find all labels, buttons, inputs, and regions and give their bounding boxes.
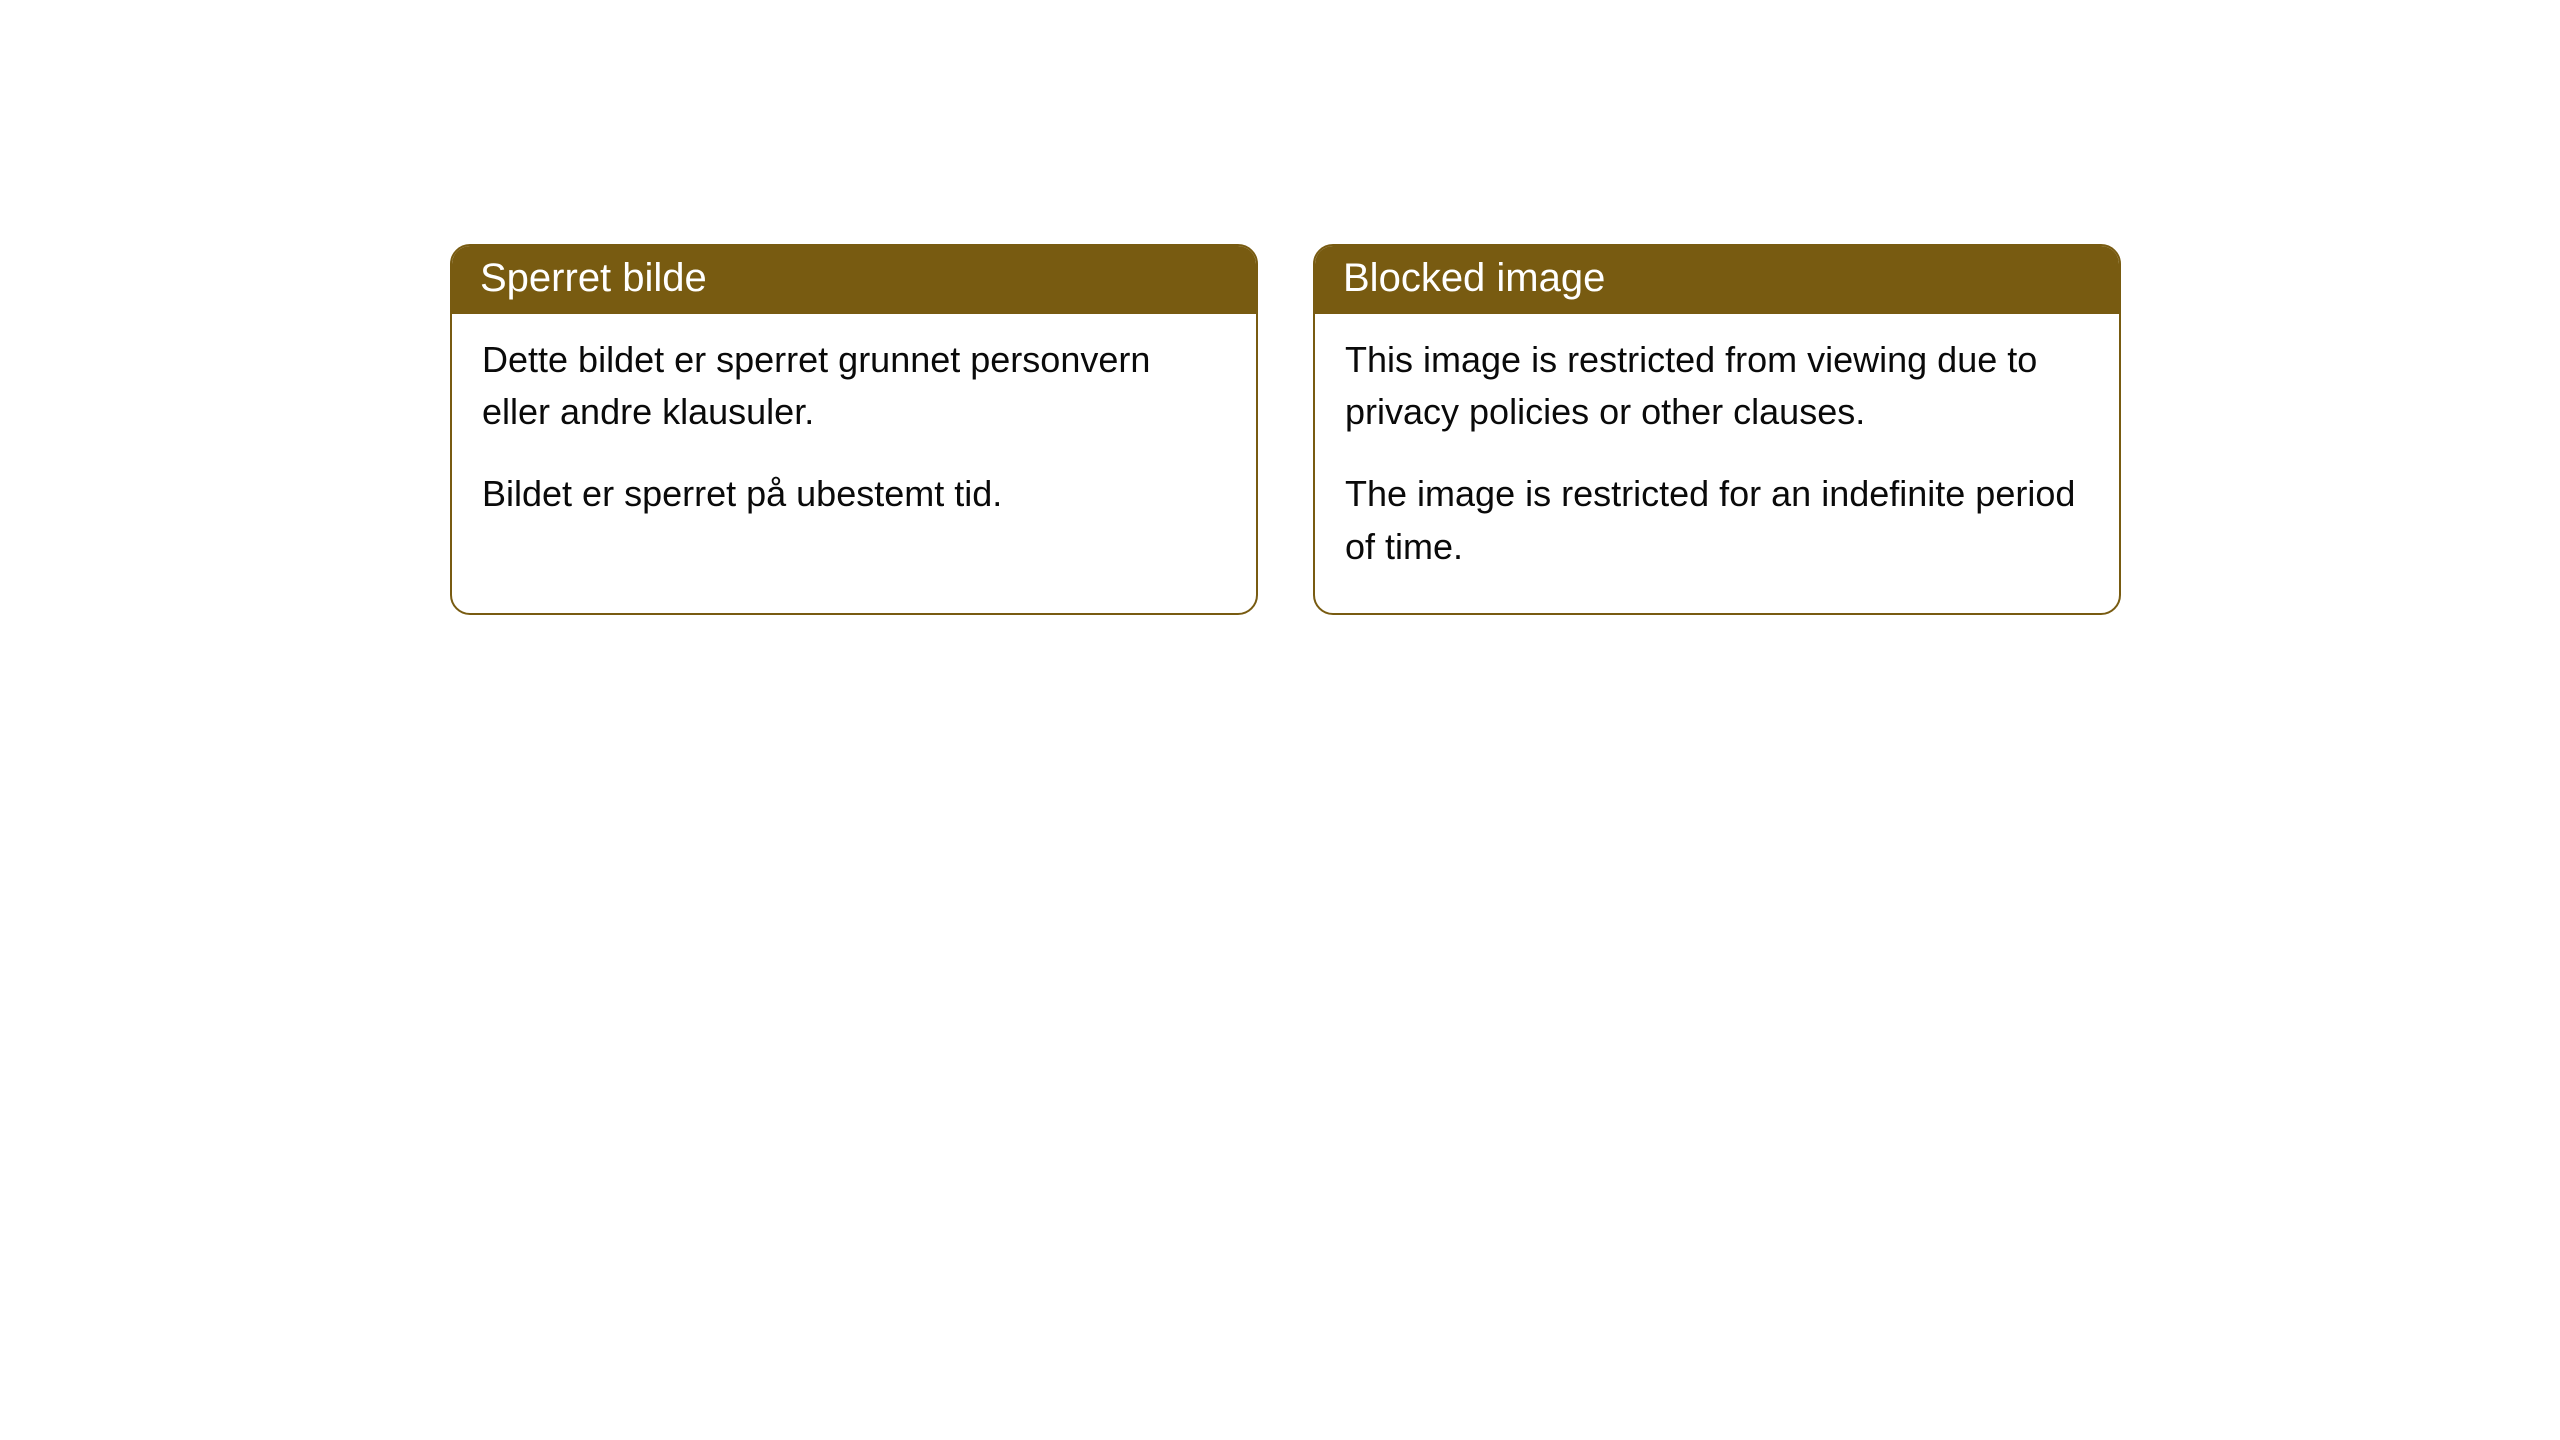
notice-card-body: This image is restricted from viewing du… — [1315, 314, 2119, 613]
notice-text-reason: Dette bildet er sperret grunnet personve… — [482, 334, 1226, 438]
notice-card-norwegian: Sperret bilde Dette bildet er sperret gr… — [450, 244, 1258, 615]
notice-card-body: Dette bildet er sperret grunnet personve… — [452, 314, 1256, 561]
notice-card-title: Sperret bilde — [452, 246, 1256, 314]
notice-card-title: Blocked image — [1315, 246, 2119, 314]
notice-card-english: Blocked image This image is restricted f… — [1313, 244, 2121, 615]
notice-text-duration: Bildet er sperret på ubestemt tid. — [482, 468, 1226, 520]
notice-cards-container: Sperret bilde Dette bildet er sperret gr… — [450, 244, 2560, 615]
notice-text-duration: The image is restricted for an indefinit… — [1345, 468, 2089, 572]
notice-text-reason: This image is restricted from viewing du… — [1345, 334, 2089, 438]
